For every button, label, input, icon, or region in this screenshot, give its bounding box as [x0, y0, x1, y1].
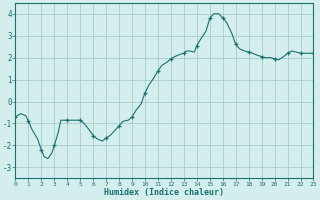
- X-axis label: Humidex (Indice chaleur): Humidex (Indice chaleur): [105, 188, 225, 197]
